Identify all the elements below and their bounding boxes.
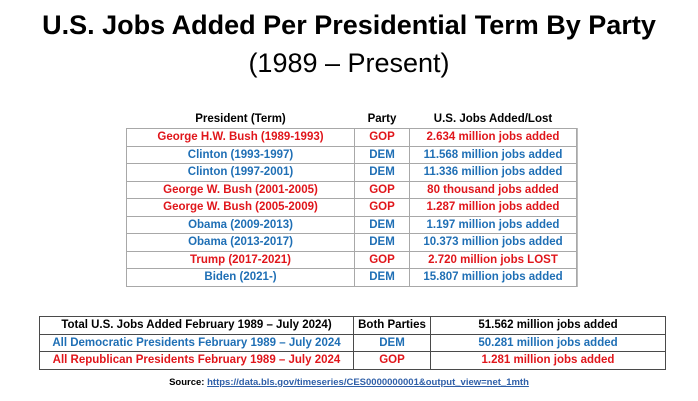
table-row: All Republican Presidents February 1989 … xyxy=(39,351,666,370)
cell-president: Obama (2013-2017) xyxy=(126,233,355,252)
cell-party: GOP xyxy=(354,198,410,217)
table-header-row: President (Term) Party U.S. Jobs Added/L… xyxy=(126,110,577,129)
table-row: George H.W. Bush (1989-1993) GOP 2.634 mil… xyxy=(126,128,577,147)
jobs-per-term-table: President (Term) Party U.S. Jobs Added/L… xyxy=(126,110,577,287)
cell-president: Biden (2021-) xyxy=(126,268,355,287)
table-row: Biden (2021-) DEM 15.807 million jobs adde… xyxy=(126,268,577,287)
cell-party: DEM xyxy=(354,145,410,164)
source-link[interactable]: https://data.bls.gov/timeseries/CES00000… xyxy=(207,377,529,388)
source-label: Source: xyxy=(169,377,205,388)
cell-president: Clinton (1993-1997) xyxy=(126,145,355,164)
cell-party: GOP xyxy=(354,250,410,269)
cell-total-jobs: 50.281 million jobs added xyxy=(430,333,666,352)
table-row: George W. Bush (2001-2005) GOP 80 thousand… xyxy=(126,180,577,199)
cell-president: George H.W. Bush (1989-1993) xyxy=(126,128,355,147)
page-title: U.S. Jobs Added Per Presidential Term By… xyxy=(42,10,656,40)
cell-president: George W. Bush (2005-2009) xyxy=(126,198,355,217)
page-subtitle: (1989 – Present) xyxy=(248,48,450,78)
cell-jobs: 2.634 million jobs added xyxy=(409,128,577,147)
table-row: All Democratic Presidents February 1989 … xyxy=(39,333,666,352)
cell-jobs: 10.373 million jobs added xyxy=(409,233,577,252)
cell-party: GOP xyxy=(354,180,410,199)
cell-jobs: 1.287 million jobs added xyxy=(409,198,577,217)
cell-president: Obama (2009-2013) xyxy=(126,215,355,234)
cell-party: DEM xyxy=(354,163,410,182)
table-row: Obama (2009-2013) DEM 1.197 million jobs a… xyxy=(126,215,577,234)
cell-total-party: DEM xyxy=(353,333,431,352)
source-line: Source: https://data.bls.gov/timeseries/… xyxy=(0,377,698,388)
cell-president: George W. Bush (2001-2005) xyxy=(126,180,355,199)
header-party: Party xyxy=(354,110,410,129)
cell-total-label: All Republican Presidents February 1989 … xyxy=(39,351,354,370)
table-row: Trump (2017-2021) GOP 2.720 million jobs L… xyxy=(126,250,577,269)
cell-jobs: 80 thousand jobs added xyxy=(409,180,577,199)
cell-jobs: 1.197 million jobs added xyxy=(409,215,577,234)
cell-president: Trump (2017-2021) xyxy=(126,250,355,269)
cell-party: DEM xyxy=(354,233,410,252)
cell-total-party: GOP xyxy=(353,351,431,370)
cell-total-jobs: 1.281 million jobs added xyxy=(430,351,666,370)
cell-total-label: All Democratic Presidents February 1989 … xyxy=(39,333,354,352)
cell-total-party: Both Parties xyxy=(353,316,431,335)
cell-party: GOP xyxy=(354,128,410,147)
totals-table: Total U.S. Jobs Added February 1989 – Ju… xyxy=(39,316,666,370)
table-row: Clinton (1997-2001) DEM 11.336 million job… xyxy=(126,163,577,182)
cell-jobs: 15.807 million jobs added xyxy=(409,268,577,287)
table-row: George W. Bush (2005-2009) GOP 1.287 milli… xyxy=(126,198,577,217)
cell-party: DEM xyxy=(354,268,410,287)
table-row: Clinton (1993-1997) DEM 11.568 million job… xyxy=(126,145,577,164)
header-jobs: U.S. Jobs Added/Lost xyxy=(409,110,577,129)
cell-total-label: Total U.S. Jobs Added February 1989 – Ju… xyxy=(39,316,354,335)
table-row: Total U.S. Jobs Added February 1989 – Ju… xyxy=(39,316,666,335)
cell-party: DEM xyxy=(354,215,410,234)
cell-jobs: 11.336 million jobs added xyxy=(409,163,577,182)
table-row: Obama (2013-2017) DEM 10.373 million jobs … xyxy=(126,233,577,252)
cell-total-jobs: 51.562 million jobs added xyxy=(430,316,666,335)
cell-jobs: 2.720 million jobs LOST xyxy=(409,250,577,269)
cell-jobs: 11.568 million jobs added xyxy=(409,145,577,164)
header-president: President (Term) xyxy=(126,110,355,129)
cell-president: Clinton (1997-2001) xyxy=(126,163,355,182)
